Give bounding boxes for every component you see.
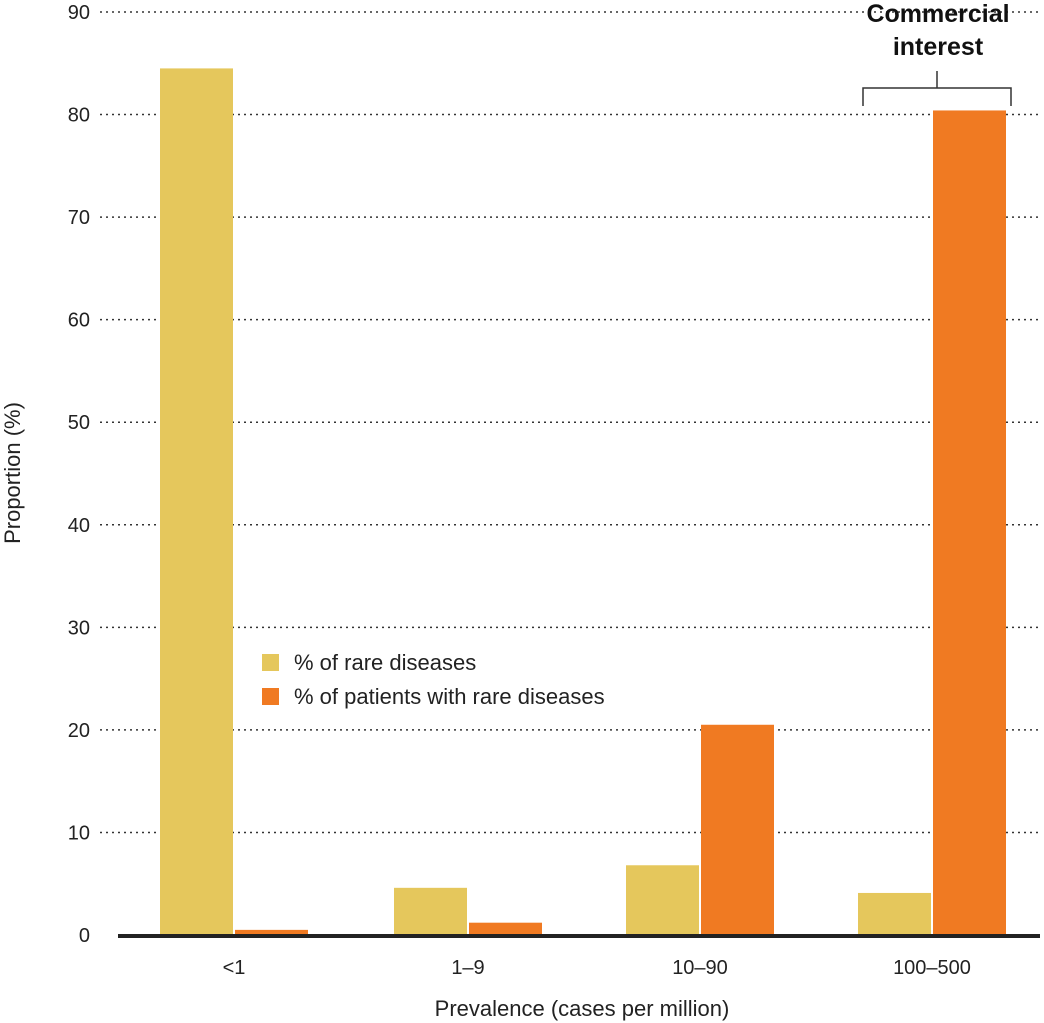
x-tick-label: 1–9 (451, 957, 484, 979)
bar-patients-0 (235, 929, 308, 935)
y-tick-label: 40 (68, 515, 90, 537)
bar-rare-diseases-1 (394, 887, 467, 935)
legend: % of rare diseases % of patients with ra… (262, 650, 605, 709)
y-tick-label: 90 (68, 2, 90, 24)
x-tick-label: 10–90 (672, 957, 728, 979)
bar-rare-diseases-3 (858, 892, 931, 935)
annotation-bracket (862, 71, 1012, 106)
y-tick-label: 30 (68, 617, 90, 639)
bar-rare-diseases-2 (626, 865, 699, 935)
bars (160, 68, 1006, 936)
y-tick-label: 70 (68, 207, 90, 229)
y-tick-label: 10 (68, 822, 90, 844)
x-axis-label: Prevalence (cases per million) (435, 996, 730, 1021)
bar-patients-2 (701, 724, 774, 935)
y-tick-label: 50 (68, 412, 90, 434)
legend-label-patients: % of patients with rare diseases (294, 684, 605, 709)
y-tick-label: 20 (68, 720, 90, 742)
gridlines (100, 11, 1040, 834)
commercial-interest-annotation: Commercial interest (862, 0, 1012, 106)
y-tick-label: 80 (68, 105, 90, 127)
annotation-line2: interest (893, 33, 984, 61)
bar-patients-3 (933, 110, 1006, 936)
y-axis-label: Proportion (%) (0, 402, 25, 544)
annotation-line1: Commercial (866, 0, 1009, 28)
x-tick-labels: <1 1–9 10–90 100–500 (223, 957, 971, 979)
legend-swatch-rare-diseases (262, 654, 279, 671)
legend-label-rare-diseases: % of rare diseases (294, 650, 476, 675)
bar-rare-diseases-0 (160, 68, 233, 935)
bar-patients-1 (469, 922, 542, 935)
legend-swatch-patients (262, 688, 279, 705)
x-tick-label: <1 (223, 957, 246, 979)
y-tick-label: 60 (68, 310, 90, 332)
y-tick-labels: 0 10 20 30 40 50 60 70 80 90 (68, 2, 90, 947)
y-tick-label: 0 (79, 925, 90, 947)
x-tick-label: 100–500 (893, 957, 971, 979)
